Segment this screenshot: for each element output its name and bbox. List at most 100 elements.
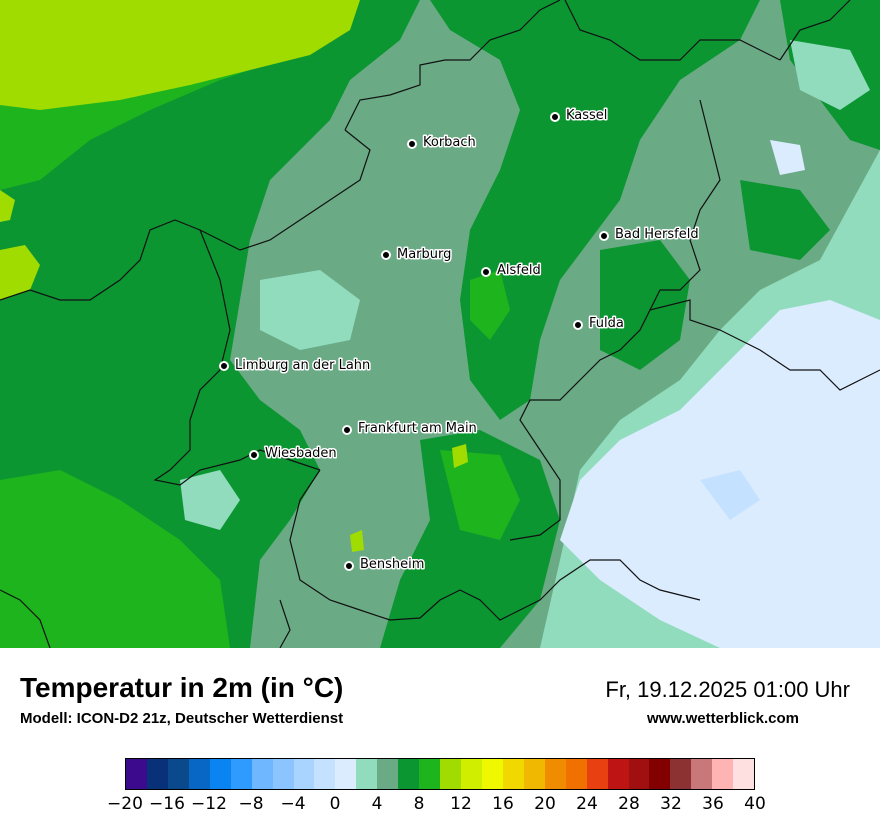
colorbar-tick-label: 12 [450, 794, 472, 814]
temp-area-6-8-north [430, 0, 760, 420]
city-korbach[interactable]: Korbach [407, 134, 477, 152]
city-marburg[interactable]: Marburg [381, 246, 453, 264]
map-subtitle: Modell: ICON-D2 21z, Deutscher Wetterdie… [20, 710, 344, 727]
city-label: Korbach [423, 135, 476, 150]
colorbar-swatch [607, 759, 629, 789]
colorbar-tick-label: −8 [238, 794, 264, 814]
city-kassel[interactable]: Kassel [550, 107, 609, 125]
city-marker [550, 112, 560, 122]
temp-area-2-4-northeast [790, 40, 870, 110]
temp-area-10-12-northwest [0, 0, 360, 110]
colorbar-swatch [167, 759, 189, 789]
border-hesse-northeast [564, 0, 781, 61]
colorbar-swatch [188, 759, 210, 789]
temp-area-10-12-west [0, 245, 40, 300]
colorbar-ticks: −20 −16 −12 −8 −4 0 4 8 12 16 20 24 28 32 36 40 [0, 794, 880, 824]
temp-area-6-8-south [380, 430, 560, 648]
city-label: Kassel [566, 108, 607, 123]
temp-area-6-8-east [600, 240, 690, 370]
colorbar-tick-label: 24 [576, 794, 598, 814]
colorbar-tick-label: 0 [329, 794, 341, 814]
temp-area-0-2-east [560, 300, 880, 648]
colorbar-swatch [649, 759, 671, 789]
city-marker [219, 361, 229, 371]
colorbar-swatch [461, 759, 482, 789]
border-hesse-southeast [509, 309, 651, 541]
temp-area-10-12-west-edge [0, 190, 15, 222]
city-label: Marburg [397, 247, 451, 262]
city-bensheim[interactable]: Bensheim [344, 556, 426, 574]
border-hesse-north [344, 0, 561, 131]
city-marker [481, 267, 491, 277]
colorbar-swatch [356, 759, 378, 789]
colorbar-swatch [481, 759, 503, 789]
border-west-edge [0, 589, 51, 648]
city-label: Frankfurt am Main [358, 421, 477, 436]
city-frankfurt[interactable]: Frankfurt am Main [342, 420, 478, 438]
colorbar-tick-label: −4 [280, 794, 306, 814]
colorbar-swatch [586, 759, 608, 789]
temp-area-10-12-bensheim [350, 530, 364, 552]
city-marker [407, 139, 417, 149]
forecast-datetime: Fr, 19.12.2025 01:00 Uhr [605, 677, 850, 702]
temp-area-2-4-southwest [180, 470, 240, 530]
colorbar-swatch [440, 759, 461, 789]
colorbar-swatch [628, 759, 650, 789]
colorbar-swatch [314, 759, 336, 789]
border-south-edge [279, 599, 291, 648]
colorbar-swatch [126, 759, 147, 789]
colorbar-swatch [146, 759, 168, 789]
colorbar-swatch [272, 759, 294, 789]
colorbar-tick-label: 20 [534, 794, 556, 814]
colorbar-swatch [502, 759, 524, 789]
temp-area-8-10-southwest [0, 470, 230, 648]
temp-area-minus2-0 [700, 470, 760, 520]
state-borders [0, 0, 880, 648]
city-marker [249, 450, 259, 460]
colorbar-swatch [230, 759, 252, 789]
border-hesse-south [289, 469, 701, 621]
colorbar-swatch [251, 759, 273, 789]
colorbar-swatch [209, 759, 231, 789]
city-marker [342, 425, 352, 435]
colorbar-tick-label: −12 [191, 794, 227, 814]
colorbar-swatch [293, 759, 315, 789]
map-canvas: Kassel Korbach Bad Hersfeld Marburg Alsf… [0, 0, 880, 648]
city-label: Bad Hersfeld [615, 227, 699, 242]
colorbar-swatch [398, 759, 420, 789]
temp-area-6-8-east-patch [740, 180, 830, 260]
temp-area-10-12-center [452, 444, 468, 468]
colorbar-tick-label: 16 [492, 794, 514, 814]
colorbar-tick-label: −16 [149, 794, 185, 814]
temperature-map[interactable]: Kassel Korbach Bad Hersfeld Marburg Alsf… [0, 0, 880, 648]
colorbar-swatch [335, 759, 357, 789]
temperature-colorbar [125, 758, 755, 790]
city-alsfeld[interactable]: Alsfeld [481, 262, 542, 280]
colorbar-tick-label: 36 [702, 794, 724, 814]
colorbar-tick-label: 28 [618, 794, 640, 814]
colorbar-swatch [712, 759, 734, 789]
temp-area-8-10-center [470, 270, 510, 340]
border-hesse-east [648, 99, 880, 391]
colorbar-tick-label: 32 [660, 794, 682, 814]
city-label: Fulda [589, 316, 624, 331]
city-label: Bensheim [360, 557, 424, 572]
website-link[interactable]: www.wetterblick.com [647, 710, 799, 727]
city-marker [599, 231, 609, 241]
city-marker [344, 561, 354, 571]
colorbar-swatch [419, 759, 441, 789]
city-marker [381, 250, 391, 260]
colorbar-swatch [565, 759, 587, 789]
colorbar-tick-label: 40 [744, 794, 766, 814]
city-label: Wiesbaden [265, 446, 337, 461]
colorbar-swatch [523, 759, 545, 789]
city-fulda[interactable]: Fulda [573, 315, 625, 333]
city-wiesbaden[interactable]: Wiesbaden [249, 445, 338, 463]
city-label: Limburg an der Lahn [235, 358, 370, 373]
city-label: Alsfeld [497, 263, 541, 278]
city-bad-hersfeld[interactable]: Bad Hersfeld [599, 226, 700, 244]
colorbar-tick-label: −20 [107, 794, 143, 814]
city-limburg[interactable]: Limburg an der Lahn [219, 357, 372, 375]
colorbar-tick-label: 4 [371, 794, 383, 814]
border-northeast-edge [779, 0, 851, 61]
